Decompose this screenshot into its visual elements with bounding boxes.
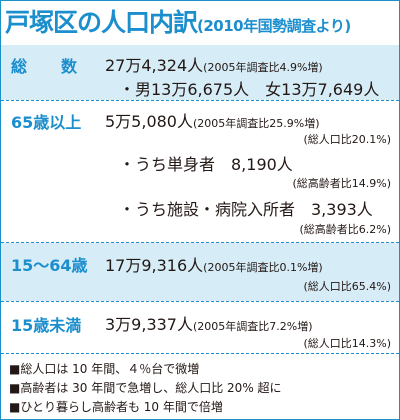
total-gender: ・男13万6,675人 女13万7,649人: [119, 80, 380, 99]
elderly-change-note: (2005年調査比25.9%増): [193, 117, 320, 130]
page-subtitle: (2010年国勢調査より): [197, 17, 351, 35]
page-title: 戸塚区の人口内訳: [5, 8, 198, 37]
elderly-value-line: 5万5,080人(2005年調査比25.9%増): [105, 108, 320, 132]
total-value: 27万4,324人: [105, 56, 204, 75]
children-change-note: (2005年調査比7.2%増): [193, 320, 313, 333]
total-section: [1, 45, 399, 100]
divider: [1, 301, 399, 302]
working-ratio: (総人口比65.4%): [303, 280, 391, 293]
working-change-note: (2005年調査比0.1%増): [203, 261, 323, 274]
working-section: [1, 243, 399, 301]
note-item: ■ひとり暮らし高齢者も 10 年間で倍増: [9, 400, 223, 414]
divider: [1, 100, 399, 101]
elderly-alone-ratio: (総高齢者比14.9%): [292, 177, 391, 190]
total-value-line: 27万4,324人(2005年調査比4.9%増): [105, 52, 323, 76]
children-label: 15歳未満: [11, 316, 82, 335]
elderly-facility: ・うち施設・病院入所者 3,393人: [119, 200, 373, 219]
divider: [1, 242, 399, 243]
elderly-value: 5万5,080人: [105, 112, 193, 131]
working-label: 15〜64歳: [11, 256, 88, 275]
elderly-facility-ratio: (総高齢者比6.2%): [299, 223, 391, 236]
note-item: ■総人口は 10 年間、４％台で微増: [9, 362, 200, 376]
divider: [1, 353, 399, 354]
working-value: 17万9,316人: [105, 256, 204, 275]
children-value: 3万9,337人: [105, 315, 193, 334]
children-ratio: (総人口比14.3%): [303, 337, 391, 350]
summary-notes: ■総人口は 10 年間、４％台で微増 ■高齢者は 30 年間で急増し、総人口比 …: [9, 360, 282, 417]
total-change-note: (2005年調査比4.9%増): [203, 61, 323, 74]
total-label: 総数: [11, 57, 112, 76]
children-value-line: 3万9,337人(2005年調査比7.2%増): [105, 311, 313, 335]
note-item: ■高齢者は 30 年間で急増し、総人口比 20% 超に: [9, 381, 282, 395]
elderly-label: 65歳以上: [11, 113, 82, 132]
elderly-ratio: (総人口比20.1%): [303, 133, 391, 146]
elderly-alone: ・うち単身者 8,190人: [119, 155, 293, 174]
working-value-line: 17万9,316人(2005年調査比0.1%増): [105, 252, 323, 276]
title-block: 戸塚区の人口内訳(2010年国勢調査より): [5, 3, 351, 39]
